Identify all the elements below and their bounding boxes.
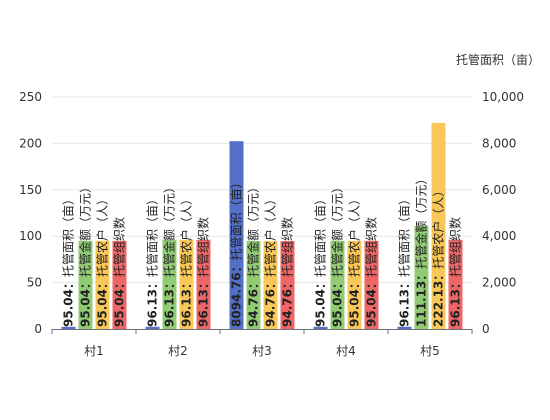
bar-data-label: 95.04：托管金额（万元） bbox=[78, 181, 93, 327]
x-category-label: 村5 bbox=[420, 344, 440, 358]
bar-data-label: 96.13：托管面积（亩） bbox=[145, 193, 160, 327]
bar-4 bbox=[448, 239, 463, 329]
bar-4 bbox=[196, 239, 211, 329]
bar-data-label: 96.13：托管金额（万元） bbox=[162, 181, 177, 327]
bar-data-label: 95.04：托管组织数 bbox=[112, 217, 127, 327]
bar-data-label: 95.04：托管农户（人） bbox=[95, 193, 110, 327]
bar-2 bbox=[78, 240, 93, 329]
bar-1 bbox=[313, 326, 328, 329]
grid-lines bbox=[52, 96, 472, 284]
bar-3 bbox=[431, 122, 446, 329]
right-axis-ticks: 0 2,000 4,000 6,000 8,000 10,000 bbox=[482, 90, 524, 336]
bar-data-label: 96.13：托管农户（人） bbox=[179, 193, 194, 327]
right-tick-label: 10,000 bbox=[482, 90, 524, 104]
x-category-label: 村4 bbox=[336, 344, 356, 358]
bar-data-label: 8094.76：托管面积（亩） bbox=[229, 176, 244, 327]
bar-2 bbox=[162, 239, 177, 329]
right-tick-label: 6,000 bbox=[482, 183, 516, 197]
left-tick-label: 250 bbox=[19, 90, 42, 104]
bar-data-label: 95.04：托管农户（人） bbox=[347, 193, 362, 327]
left-tick-label: 0 bbox=[34, 322, 42, 336]
bar-data-label: 96.13：托管组织数 bbox=[448, 217, 463, 327]
bar-data-label: 95.04：托管面积（亩） bbox=[313, 193, 328, 327]
x-category-label: 村1 bbox=[84, 344, 104, 358]
left-tick-label: 50 bbox=[27, 276, 42, 290]
bar-data-label: 94.76：托管组织数 bbox=[280, 217, 295, 327]
left-tick-label: 150 bbox=[19, 183, 42, 197]
bar-data-label: 96.13：托管面积（亩） bbox=[397, 193, 412, 327]
bar-1 bbox=[61, 326, 76, 329]
bar-3 bbox=[179, 239, 194, 329]
bar-3 bbox=[347, 240, 362, 329]
right-tick-label: 2,000 bbox=[482, 276, 516, 290]
bar-data-label: 94.76：托管金额（万元） bbox=[246, 181, 261, 327]
left-tick-label: 200 bbox=[19, 136, 42, 150]
right-tick-label: 4,000 bbox=[482, 229, 516, 243]
x-category-label: 村3 bbox=[252, 344, 272, 358]
bar-data-label: 96.13：托管组织数 bbox=[196, 217, 211, 327]
bar-1 bbox=[229, 141, 244, 329]
left-tick-label: 100 bbox=[19, 229, 42, 243]
bar-4 bbox=[112, 240, 127, 329]
x-axis-categories: 村1 村2 村3 村4 村5 bbox=[51, 329, 473, 358]
bar-2 bbox=[246, 241, 261, 329]
left-axis-ticks: 0 50 100 150 200 250 bbox=[19, 90, 42, 336]
right-axis-title: 托管面积（亩） bbox=[456, 52, 540, 67]
bar-2 bbox=[414, 225, 429, 329]
bar-data-label: 94.76：托管农户（人） bbox=[263, 193, 278, 327]
bar-4 bbox=[280, 241, 295, 329]
right-tick-label: 8,000 bbox=[482, 136, 516, 150]
bar-2 bbox=[330, 240, 345, 329]
bar-data-label: 95.04：托管面积（亩） bbox=[61, 193, 76, 327]
bar-3 bbox=[95, 240, 110, 329]
bar-labels-group: 95.04：托管面积（亩）95.04：托管金额（万元）95.04：托管农户（人）… bbox=[61, 173, 463, 327]
bar-1 bbox=[397, 326, 412, 329]
bars-group bbox=[61, 122, 463, 329]
bar-data-label: 222.13：托管农户（人） bbox=[431, 185, 446, 327]
bar-data-label: 111.13：托管金额（万元） bbox=[414, 173, 429, 327]
bar-1 bbox=[145, 326, 160, 329]
bar-4 bbox=[364, 240, 379, 329]
right-tick-label: 0 bbox=[482, 322, 490, 336]
x-category-label: 村2 bbox=[168, 344, 188, 358]
bar-data-label: 95.04：托管金额（万元） bbox=[330, 181, 345, 327]
bar-3 bbox=[263, 241, 278, 329]
bar-data-label: 95.04：托管组织数 bbox=[364, 217, 379, 327]
